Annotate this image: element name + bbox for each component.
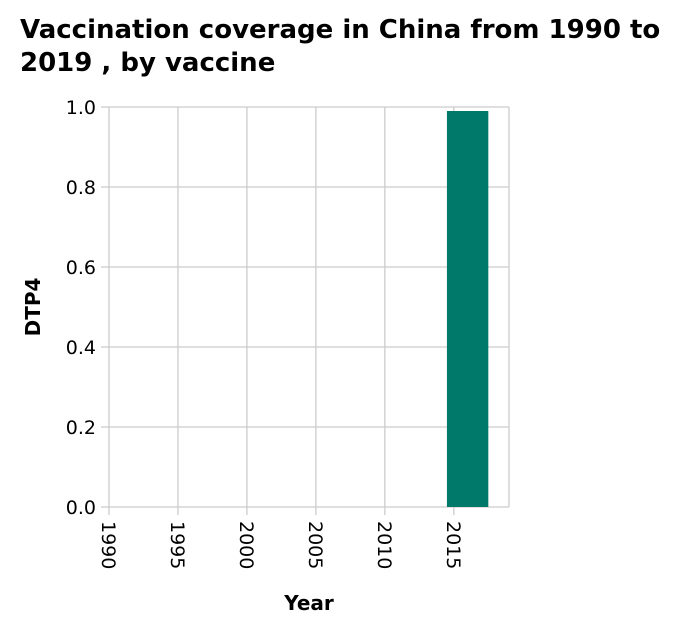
bar [446, 111, 489, 507]
y-tick-labels: 0.0 0.2 0.4 0.6 0.8 1.0 [66, 97, 96, 519]
y-tick-label: 0.2 [66, 417, 96, 439]
y-tick-label: 1.0 [66, 97, 96, 119]
x-tick-label: 2000 [235, 521, 257, 569]
chart-title: Vaccination coverage in China from 1990 … [20, 15, 661, 78]
y-tick-label: 0.4 [66, 337, 96, 359]
y-axis-title: DTP4 [21, 278, 45, 337]
y-tick-label: 0.8 [66, 177, 96, 199]
bars [446, 111, 489, 507]
x-tick-label: 1990 [97, 521, 119, 569]
x-tick-label: 2010 [373, 521, 395, 569]
x-tick-labels: 1990 1995 2000 2005 2010 2015 [97, 521, 464, 569]
x-axis-title: Year [283, 591, 334, 615]
x-tick-label: 2015 [442, 521, 464, 569]
x-tick-label: 1995 [166, 521, 188, 569]
y-tick-label: 0.0 [66, 497, 96, 519]
y-tick-label: 0.6 [66, 257, 96, 279]
x-tick-label: 2005 [304, 521, 326, 569]
